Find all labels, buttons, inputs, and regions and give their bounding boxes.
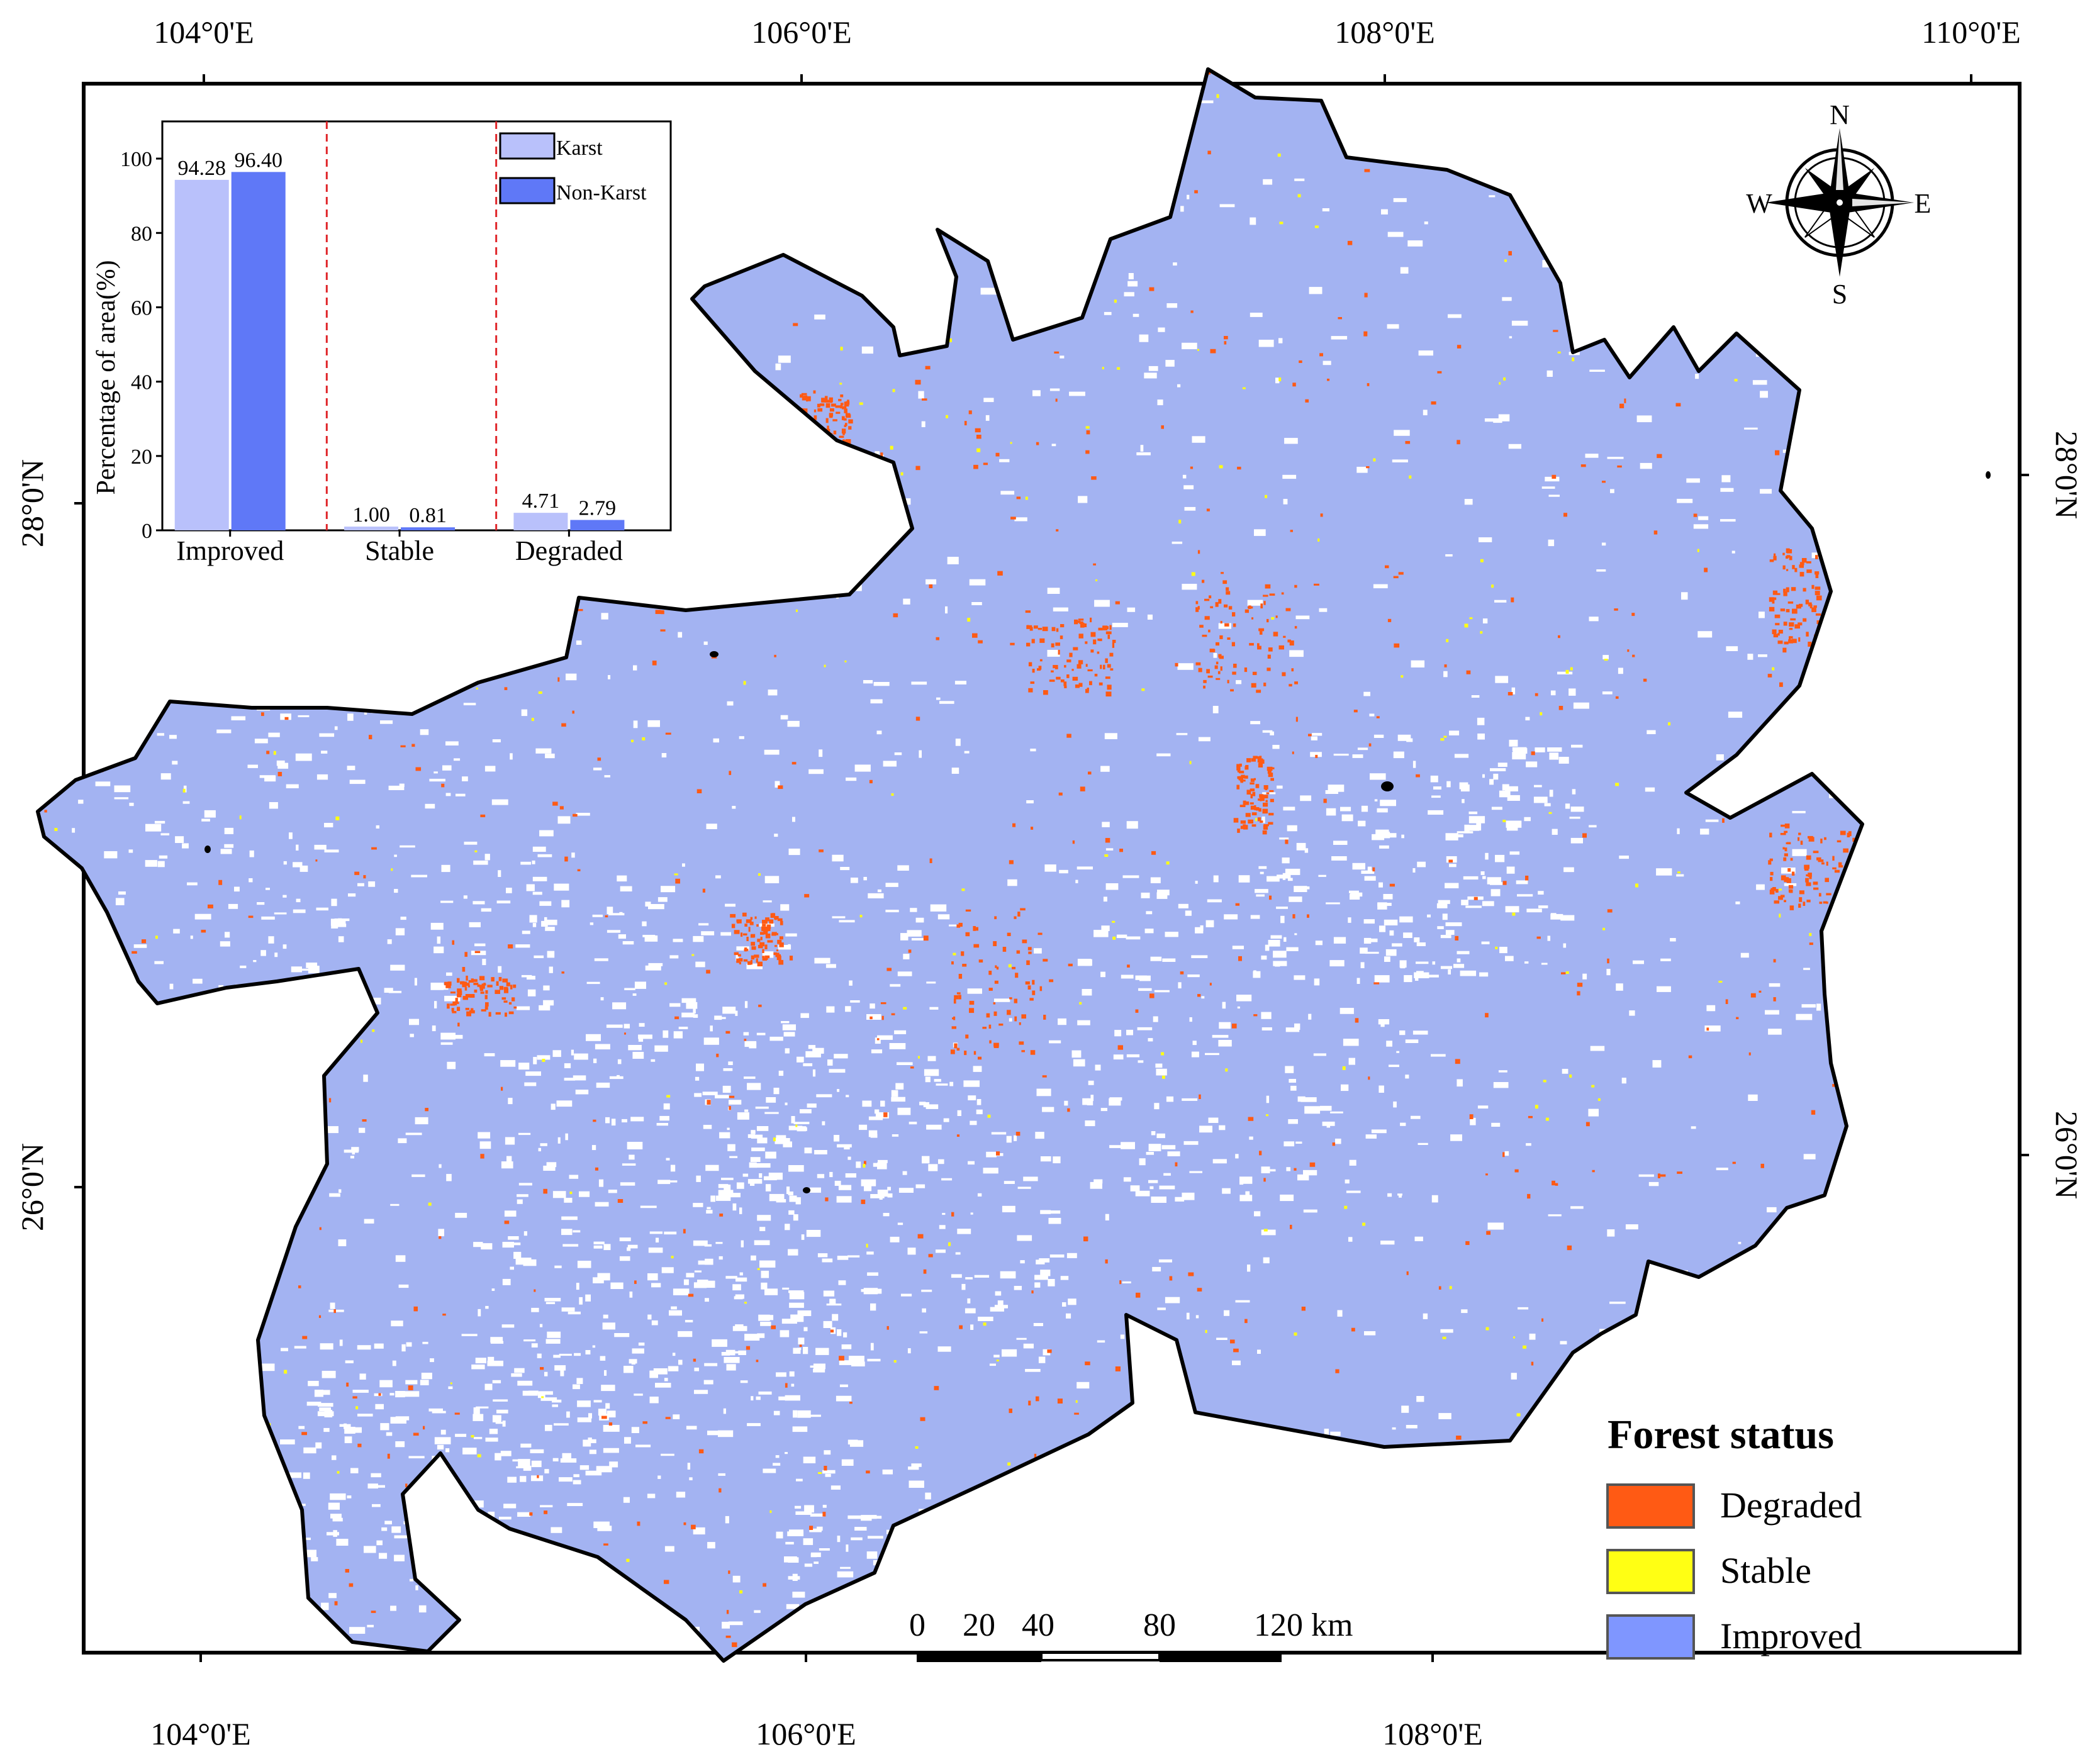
inset-y-tick-label: 100 xyxy=(120,148,152,171)
scale-bar-label-0: 0 xyxy=(909,1607,925,1643)
graticule-label-bottom-104: 104°0'E xyxy=(150,1716,251,1751)
legend-label-stable: Stable xyxy=(1720,1550,1811,1591)
inset-bar-value-label: 0.81 xyxy=(409,504,447,527)
graticule-label-top-106: 106°0'E xyxy=(751,14,852,50)
inset-bars: 94.28 96.40 1.00 0.81 4.71 2.79 xyxy=(174,148,625,531)
inset-bar-value-label: 1.00 xyxy=(352,503,390,527)
scale-bar-segment-3 xyxy=(1160,1651,1282,1662)
graticule-label-top-104: 104°0'E xyxy=(154,14,254,50)
compass-west-point xyxy=(1765,191,1851,214)
scale-bar-label-120: 120 km xyxy=(1254,1607,1353,1643)
inset-legend-swatch-karst xyxy=(499,132,556,160)
scale-bar-label-40: 40 xyxy=(1022,1607,1054,1643)
inset-bar-karst-degraded xyxy=(513,513,568,530)
inset-x-tick-label: Improved xyxy=(176,535,284,566)
inset-y-tick-label: 60 xyxy=(131,296,152,320)
scale-bar-label-20: 20 xyxy=(963,1607,995,1643)
inset-bar-value-label: 4.71 xyxy=(522,489,560,513)
map-dots xyxy=(204,471,1991,1193)
inset-bar-chart: Percentage of area(%) 0 20 40 60 80 100 94.28… xyxy=(92,120,672,566)
inset-x-labels: Improved Stable Degraded xyxy=(176,530,623,566)
inset-y-ticks: 0 20 40 60 80 100 xyxy=(120,148,162,543)
inset-y-axis-title: Percentage of area(%) xyxy=(92,260,121,494)
legend-label-improved: Improved xyxy=(1720,1616,1862,1656)
inset-bar-karst-stable xyxy=(344,527,399,530)
compass-label-w: W xyxy=(1746,188,1772,219)
inset-legend-label-karst: Karst xyxy=(556,137,603,160)
inset-y-tick-label: 80 xyxy=(131,222,152,245)
scale-bar: 0 20 40 80 120 km xyxy=(909,1607,1353,1662)
inset-bar-non-karst-degraded xyxy=(570,520,625,530)
inset-y-tick-label: 0 xyxy=(142,520,152,543)
graticule-label-right-26: 26°0'N xyxy=(2049,1111,2084,1199)
graticule-label-right-28: 28°0'N xyxy=(2049,431,2084,519)
compass-label-e: E xyxy=(1915,188,1932,219)
inset-bar-value-label: 2.79 xyxy=(579,497,617,520)
forest-status-legend: Forest status Degraded Stable Improved xyxy=(1606,1412,1862,1660)
legend-label-degraded: Degraded xyxy=(1720,1485,1862,1526)
inset-legend-swatch-non-karst xyxy=(499,177,556,204)
inset-bar-karst-improved xyxy=(174,179,229,531)
legend-swatch-degraded xyxy=(1606,1483,1695,1529)
scale-bar-segment-1 xyxy=(917,1651,1041,1662)
inset-bar-value-label: 94.28 xyxy=(177,157,226,180)
inset-y-tick-label: 40 xyxy=(131,371,152,394)
inset-bar-non-karst-improved xyxy=(231,172,286,530)
compass-label-s: S xyxy=(1832,279,1847,310)
graticule-label-left-26: 26°0'N xyxy=(14,1143,50,1231)
graticule-label-bottom-108: 108°0'E xyxy=(1382,1716,1483,1751)
legend-swatch-stable xyxy=(1606,1549,1695,1594)
inset-category-separators xyxy=(325,121,498,530)
inset-y-tick-label: 20 xyxy=(131,445,152,469)
inset-x-tick-label: Degraded xyxy=(515,535,623,566)
graticule-label-bottom-106: 106°0'E xyxy=(756,1716,856,1751)
scale-bar-label-80: 80 xyxy=(1143,1607,1176,1643)
legend-swatch-improved xyxy=(1606,1614,1695,1660)
inset-legend-label-non-karst: Non-Karst xyxy=(556,181,647,204)
inset-bar-non-karst-stable xyxy=(401,527,456,530)
scale-bar-segment-2 xyxy=(1040,1651,1161,1661)
graticule-ticks xyxy=(74,74,2029,1662)
graticule-label-top-110: 110°0'E xyxy=(1921,14,2021,50)
graticule-label-top-108: 108°0'E xyxy=(1334,14,1435,50)
graticule-label-left-28: 28°0'N xyxy=(14,459,50,547)
compass-label-n: N xyxy=(1830,99,1850,130)
legend-title: Forest status xyxy=(1608,1412,1834,1458)
north-arrow-compass: N S W E xyxy=(1746,99,1931,310)
inset-x-tick-label: Stable xyxy=(365,535,434,566)
inset-bar-value-label: 96.40 xyxy=(234,148,282,172)
